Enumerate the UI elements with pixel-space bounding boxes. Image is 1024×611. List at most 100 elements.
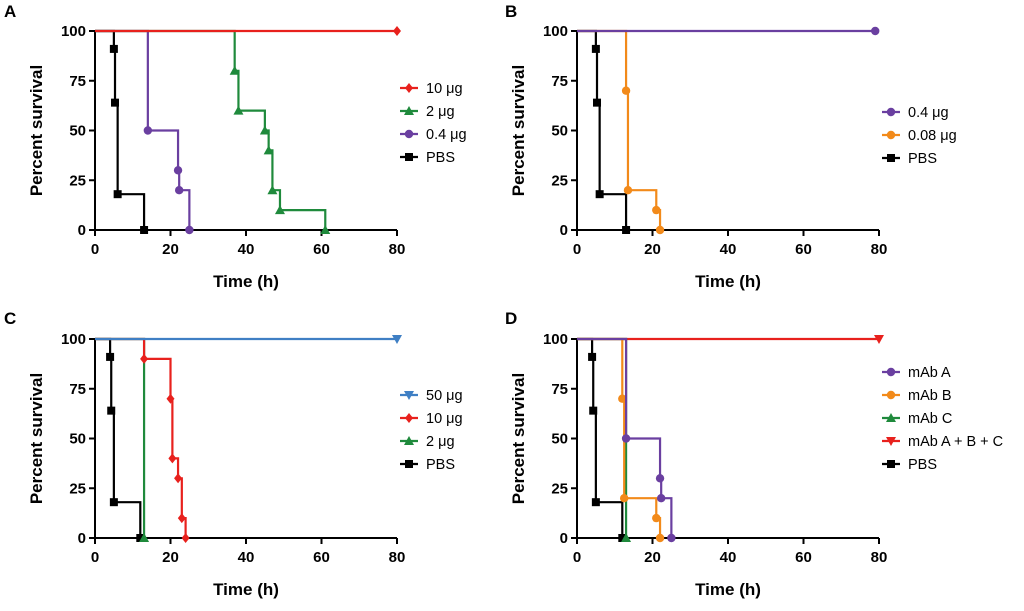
legend-swatch-marker [404, 436, 414, 445]
legend-item: 2 μg [400, 434, 455, 450]
legend-label: PBS [908, 151, 937, 167]
data-point [140, 226, 149, 234]
legend-label: 10 μg [426, 411, 463, 427]
legend-label: mAb C [908, 411, 952, 427]
series-0 [577, 337, 676, 543]
y-axis-label: Percent survival [27, 65, 46, 196]
data-point [619, 494, 629, 503]
panel-a: A 0 25 50 75 100 0 20 40 60 80 Time (h) Percent surv… [4, 2, 467, 291]
data-point [595, 190, 604, 199]
x-tick-label: 80 [871, 241, 888, 258]
legend: 50 μg 10 μg 2 μg PBS [400, 388, 463, 473]
x-tick-label: 60 [313, 241, 330, 258]
legend-item: mAb A [882, 365, 951, 381]
x-axis-label: Time (h) [695, 272, 761, 291]
data-point [656, 494, 666, 503]
data-point [166, 393, 175, 404]
legend-item: PBS [882, 151, 937, 167]
series-1 [95, 29, 331, 234]
x-tick-label: 60 [795, 549, 812, 566]
legend-swatch-marker [404, 129, 414, 139]
y-tick-label: 50 [551, 123, 568, 140]
x-tick-label: 60 [795, 241, 812, 258]
series-line [95, 29, 327, 230]
legend-item: 10 μg [400, 411, 463, 427]
legend-swatch-marker [404, 391, 414, 400]
panel-letter: C [4, 309, 16, 328]
y-tick-label: 50 [69, 123, 86, 140]
x-tick-label: 80 [389, 241, 406, 258]
data-point [106, 352, 115, 361]
data-point [173, 166, 183, 175]
x-tick-label: 0 [91, 549, 99, 566]
y-axis-label: Percent survival [509, 65, 528, 196]
legend-label: mAb B [908, 388, 952, 404]
y-tick-label: 75 [69, 381, 86, 398]
y-tick-label: 100 [543, 331, 568, 348]
legend-item: 10 μg [400, 81, 463, 97]
legend-label: 2 μg [426, 434, 455, 450]
legend-label: 0.4 μg [426, 127, 467, 143]
data-point [622, 226, 631, 234]
x-tick-label: 20 [644, 241, 661, 258]
x-axis-label: Time (h) [695, 580, 761, 599]
legend-swatch-marker [886, 437, 896, 446]
series-1 [577, 29, 665, 235]
data-point [667, 533, 676, 543]
panel-c: C 0 25 50 75 100 0 20 40 60 80 Time (h) Percent surv… [4, 309, 463, 599]
legend-swatch-marker [886, 413, 896, 422]
legend-label: 10 μg [426, 81, 463, 97]
data-point [871, 26, 880, 36]
panel-letter: A [4, 2, 16, 21]
data-point [140, 353, 149, 364]
legend-swatch-marker [887, 154, 895, 162]
y-tick-label: 100 [61, 331, 86, 348]
data-point [655, 225, 665, 235]
data-point [621, 533, 632, 542]
data-point [589, 406, 598, 415]
y-tick-label: 0 [560, 222, 568, 239]
legend-label: 2 μg [426, 104, 455, 120]
series-0 [95, 335, 402, 344]
x-axis-label: Time (h) [213, 272, 279, 291]
data-point [320, 225, 331, 234]
legend-swatch-marker [404, 106, 414, 115]
data-point [263, 145, 274, 155]
y-tick-label: 25 [551, 172, 568, 189]
legend-item: 0.4 μg [882, 105, 949, 121]
x-axis-label: Time (h) [213, 580, 279, 599]
legend-label: 0.4 μg [908, 105, 949, 121]
legend-item: mAb B [882, 388, 952, 404]
y-axis-label: Percent survival [27, 373, 46, 504]
legend-swatch-marker [405, 83, 413, 93]
data-point [588, 352, 597, 361]
panel-b: B 0 25 50 75 100 0 20 40 60 80 Time (h) Percent surv… [505, 2, 957, 291]
data-point [259, 125, 270, 135]
y-tick-label: 50 [551, 431, 568, 448]
series-line [577, 337, 628, 538]
x-tick-label: 60 [313, 549, 330, 566]
legend-label: PBS [426, 457, 455, 473]
series-line [95, 29, 191, 230]
data-point [168, 453, 177, 464]
series-2 [95, 29, 194, 235]
legend-item: PBS [882, 457, 937, 473]
data-point [274, 205, 285, 215]
data-point [174, 186, 184, 195]
legend-swatch-marker [405, 413, 413, 423]
series-1 [95, 337, 190, 543]
x-tick-label: 20 [644, 549, 661, 566]
data-point [143, 126, 153, 135]
data-point [139, 533, 150, 542]
x-tick-label: 40 [238, 549, 255, 566]
legend-label: 0.08 μg [908, 128, 957, 144]
data-point [652, 513, 661, 523]
series-4 [577, 337, 627, 542]
legend-label: mAb A [908, 365, 951, 381]
legend-item: PBS [400, 150, 455, 166]
data-point [111, 98, 120, 107]
legend-label: 50 μg [426, 388, 463, 404]
y-tick-label: 0 [78, 222, 86, 239]
y-tick-label: 75 [551, 381, 568, 398]
data-point [267, 185, 278, 195]
